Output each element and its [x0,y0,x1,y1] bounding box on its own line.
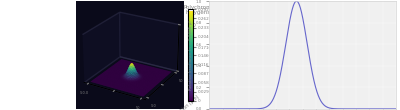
Y-axis label: Y-Position (μm): Y-Position (μm) [170,94,200,110]
Y-axis label: Relative Irradiance (n = 0.0005 μ): Relative Irradiance (n = 0.0005 μ) [189,20,193,90]
Text: Polychromatic
Huygens PSF: Polychromatic Huygens PSF [183,5,222,16]
